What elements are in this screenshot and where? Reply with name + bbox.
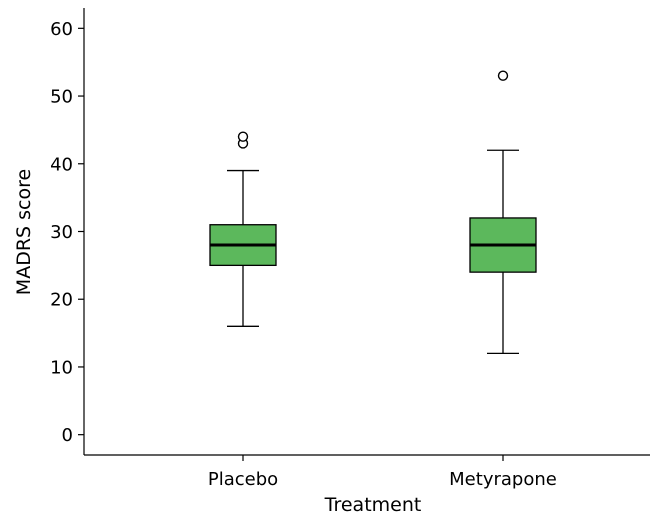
x-axis-title: Treatment	[324, 494, 422, 516]
outlier-placebo-2	[237, 131, 249, 142]
y-tick-label-50: 50	[50, 87, 73, 108]
box-placebo	[209, 131, 277, 327]
y-tick-label-40: 40	[50, 154, 73, 175]
x-tick-label-metyrapone: Metyrapone	[449, 469, 557, 490]
outlier-metyrapone-1	[497, 70, 509, 81]
axes: 0 10 20 30 40 50 60 Placebo Metyrapone	[50, 8, 650, 490]
x-tick-label-placebo: Placebo	[208, 469, 278, 490]
chart-marks	[209, 70, 537, 355]
y-tick-label-20: 20	[50, 290, 73, 311]
y-tick-label-10: 10	[50, 357, 73, 378]
box-metyrapone	[469, 70, 537, 355]
y-tick-label-0: 0	[62, 425, 73, 446]
y-tick-label-30: 30	[50, 222, 73, 243]
y-axis-title: MADRS score	[13, 169, 35, 295]
y-tick-label-60: 60	[50, 19, 73, 40]
